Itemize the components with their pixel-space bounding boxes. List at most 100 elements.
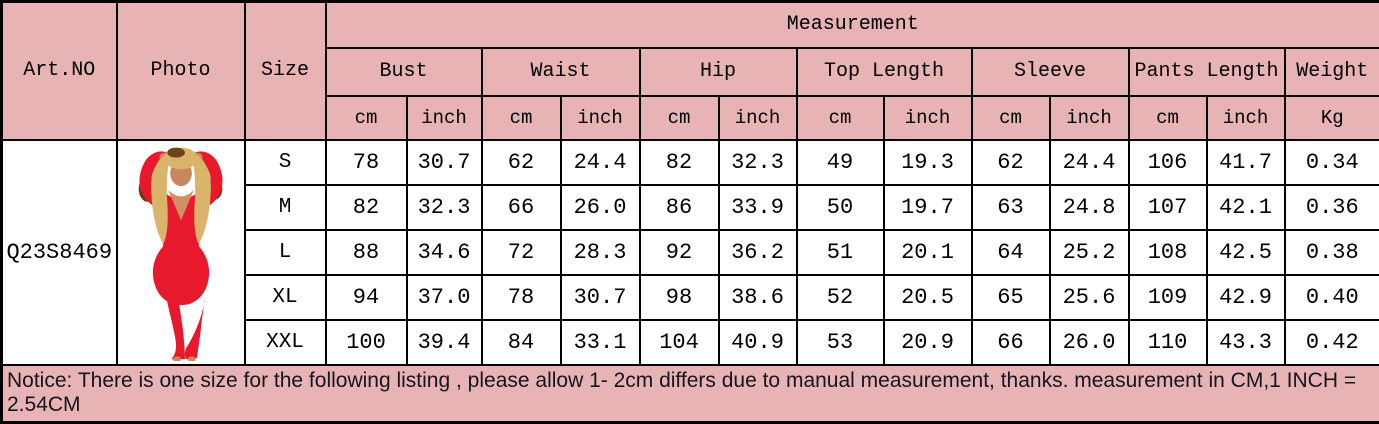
table-cell: 32.3 [717, 138, 798, 186]
table-cell: 26.0 [559, 183, 641, 231]
table-cell: 108 [1127, 228, 1208, 276]
table-cell: 34.6 [405, 228, 483, 276]
table-cell: 110 [1127, 318, 1208, 366]
table-cell: 84 [480, 318, 562, 366]
size-label: M [243, 183, 327, 231]
table-cell: 72 [480, 228, 562, 276]
table-cell: 0.38 [1283, 228, 1379, 276]
table-row-l: L 88 34.6 72 28.3 92 36.2 51 20.1 64 25.… [2, 228, 1379, 276]
unit-waist-cm: cm [480, 94, 562, 141]
table-cell: 100 [324, 318, 408, 366]
col-header-hip: Hip [638, 46, 798, 97]
table-cell: 53 [795, 318, 885, 366]
table-cell: 42.5 [1205, 228, 1286, 276]
product-photo [115, 138, 246, 366]
unit-sleeve-inch: inch [1048, 94, 1130, 141]
right-hair-curl-shape [191, 153, 211, 245]
table-cell: 24.4 [1048, 138, 1130, 186]
table-cell: 62 [970, 138, 1051, 186]
table-cell: 24.8 [1048, 183, 1130, 231]
table-cell: 0.40 [1283, 273, 1379, 321]
table-cell: 20.9 [882, 318, 973, 366]
table-cell: 82 [638, 138, 720, 186]
unit-bust-cm: cm [324, 94, 408, 141]
right-leg-shape [184, 297, 206, 360]
col-header-waist: Waist [480, 46, 641, 97]
table-cell: 107 [1127, 183, 1208, 231]
table-cell: 43.3 [1205, 318, 1286, 366]
col-header-pants-length: Pants Length [1127, 46, 1286, 97]
table-cell: 50 [795, 183, 885, 231]
unit-top-length-cm: cm [795, 94, 885, 141]
table-cell: 49 [795, 138, 885, 186]
table-cell: 86 [638, 183, 720, 231]
table-cell: 66 [970, 318, 1051, 366]
table-cell: 32.3 [405, 183, 483, 231]
table-cell: 94 [324, 273, 408, 321]
left-leg-shape [165, 297, 185, 360]
col-header-photo: Photo [115, 0, 246, 141]
table-row-s: Q23S8469 [0, 138, 1379, 366]
table-cell: 106 [1127, 138, 1208, 186]
table-cell: 20.5 [882, 273, 973, 321]
table-cell: 62 [480, 138, 562, 186]
notice-text: Notice: There is one size for the follow… [0, 363, 1379, 424]
col-header-top-length: Top Length [795, 46, 973, 97]
table-cell: 88 [324, 228, 408, 276]
table-row-xxl: XXL 100 39.4 84 33.1 104 40.9 53 20.9 66… [2, 318, 1379, 366]
col-header-measurement: Measurement [324, 0, 1379, 49]
table-cell: 66 [480, 183, 562, 231]
unit-pants-length-cm: cm [1127, 94, 1208, 141]
table-cell: 0.36 [1283, 183, 1379, 231]
unit-waist-inch: inch [559, 94, 641, 141]
unit-pants-length-inch: inch [1205, 94, 1286, 141]
table-cell: 64 [970, 228, 1051, 276]
table-cell: 20.1 [882, 228, 973, 276]
unit-hip-inch: inch [717, 94, 798, 141]
table-cell: 82 [324, 183, 408, 231]
col-header-bust: Bust [324, 46, 483, 97]
table-cell: 0.34 [1283, 138, 1379, 186]
unit-sleeve-cm: cm [970, 94, 1051, 141]
hair-roots-shape [166, 147, 185, 158]
col-header-weight: Weight [1283, 46, 1379, 97]
v-neck-skin-shape [167, 190, 194, 221]
table-cell: 104 [638, 318, 720, 366]
col-header-sleeve: Sleeve [970, 46, 1130, 97]
table-cell: 33.1 [559, 318, 641, 366]
table-cell: 38.6 [717, 273, 798, 321]
table-cell: 25.2 [1048, 228, 1130, 276]
table-cell: 26.0 [1048, 318, 1130, 366]
table-row-m: M 82 32.3 66 26.0 86 33.9 50 19.7 63 24.… [2, 183, 1379, 231]
table-cell: 24.4 [559, 138, 641, 186]
table-cell: 30.7 [559, 273, 641, 321]
table-cell: 63 [970, 183, 1051, 231]
table-row-xl: XL 94 37.0 78 30.7 98 38.6 52 20.5 65 25… [2, 273, 1379, 321]
table-cell: 51 [795, 228, 885, 276]
unit-hip-cm: cm [638, 94, 720, 141]
table-cell: 109 [1127, 273, 1208, 321]
table-cell: 30.7 [405, 138, 483, 186]
table-cell: 39.4 [405, 318, 483, 366]
unit-weight-kg: Kg [1283, 94, 1379, 141]
table-cell: 25.6 [1048, 273, 1130, 321]
size-label: XL [243, 273, 327, 321]
art-no-value: Q23S8469 [0, 138, 118, 366]
table-cell: 19.3 [882, 138, 973, 186]
unit-bust-inch: inch [405, 94, 483, 141]
right-foot-shape [187, 356, 196, 361]
unit-top-length-inch: inch [882, 94, 973, 141]
col-header-size: Size [243, 0, 327, 141]
table-cell: 40.9 [717, 318, 798, 366]
table-cell: 78 [324, 138, 408, 186]
table-cell: 92 [638, 228, 720, 276]
table-cell: 0.42 [1283, 318, 1379, 366]
table-cell: 98 [638, 273, 720, 321]
table-cell: 78 [480, 273, 562, 321]
header-row-units: cm inch cm inch cm inch cm inch cm inch … [2, 94, 1379, 141]
table-cell: 33.9 [717, 183, 798, 231]
left-hair-curl-shape [150, 153, 170, 245]
table-cell: 19.7 [882, 183, 973, 231]
header-row-measurement: Art.NO Photo Size Measurement [0, 0, 1379, 141]
